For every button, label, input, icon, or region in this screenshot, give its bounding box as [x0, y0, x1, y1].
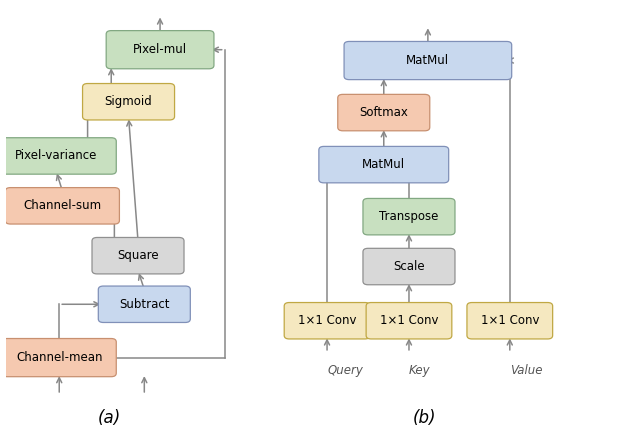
- Text: (b): (b): [413, 409, 436, 427]
- Text: Softmax: Softmax: [359, 106, 408, 119]
- FancyBboxPatch shape: [83, 84, 175, 120]
- FancyBboxPatch shape: [0, 138, 116, 174]
- FancyBboxPatch shape: [284, 302, 370, 339]
- Text: 1×1 Conv: 1×1 Conv: [481, 314, 539, 327]
- Text: Value: Value: [510, 364, 542, 377]
- Text: Channel-mean: Channel-mean: [16, 351, 102, 364]
- FancyBboxPatch shape: [363, 198, 455, 235]
- FancyBboxPatch shape: [467, 302, 553, 339]
- Text: Subtract: Subtract: [119, 298, 170, 311]
- Text: Query: Query: [327, 364, 363, 377]
- Text: Transpose: Transpose: [380, 210, 438, 223]
- FancyBboxPatch shape: [99, 286, 190, 323]
- Text: 1×1 Conv: 1×1 Conv: [298, 314, 356, 327]
- Text: MatMul: MatMul: [406, 54, 449, 67]
- Text: Pixel-mul: Pixel-mul: [133, 43, 187, 56]
- Text: Key: Key: [409, 364, 431, 377]
- FancyBboxPatch shape: [319, 146, 449, 183]
- FancyBboxPatch shape: [363, 248, 455, 285]
- FancyBboxPatch shape: [2, 339, 116, 377]
- Text: Sigmoid: Sigmoid: [105, 95, 152, 108]
- FancyBboxPatch shape: [5, 187, 120, 224]
- FancyBboxPatch shape: [106, 30, 214, 69]
- FancyBboxPatch shape: [338, 95, 430, 131]
- Text: MatMul: MatMul: [362, 158, 405, 171]
- FancyBboxPatch shape: [92, 237, 184, 274]
- Text: Square: Square: [117, 249, 159, 262]
- Text: (a): (a): [98, 409, 121, 427]
- Text: Pixel-variance: Pixel-variance: [15, 149, 97, 163]
- FancyBboxPatch shape: [366, 302, 452, 339]
- Text: Channel-sum: Channel-sum: [23, 199, 102, 212]
- Text: 1×1 Conv: 1×1 Conv: [380, 314, 438, 327]
- FancyBboxPatch shape: [344, 42, 512, 80]
- Text: Scale: Scale: [393, 260, 425, 273]
